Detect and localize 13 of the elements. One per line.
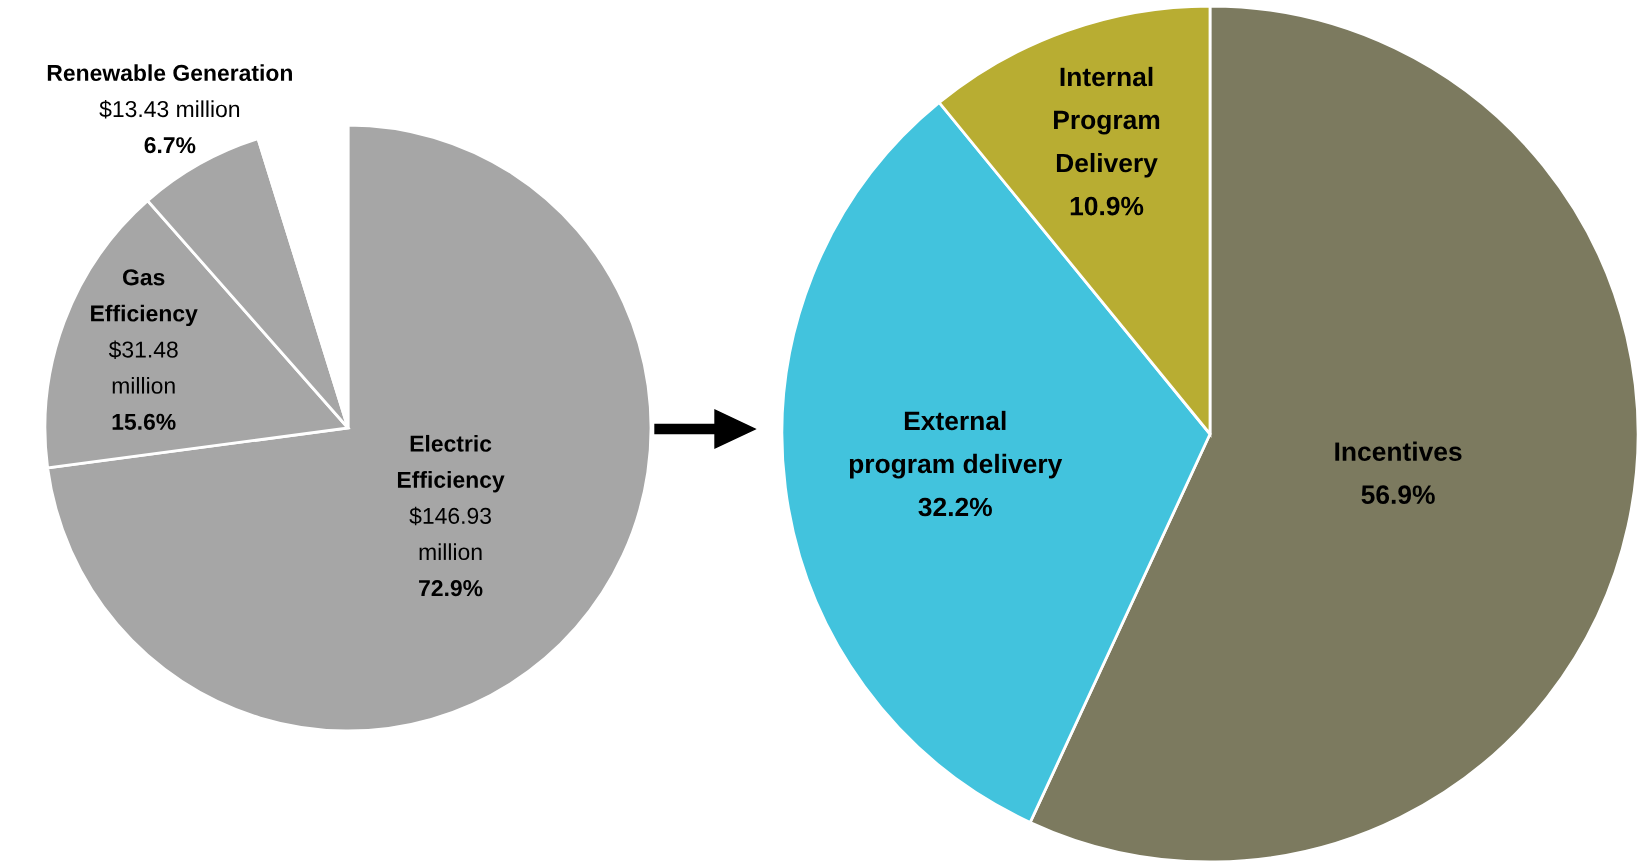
- slice-label: Incentives: [1335, 441, 1462, 461]
- data-label: $146.93 million 72.9%: [409, 506, 491, 597]
- data-label: $13.43 million 6.7%: [99, 100, 240, 154]
- data-label: $31.48 million 15.6%: [108, 340, 178, 430]
- pie-slice: [46, 123, 653, 733]
- slice-label: Renewable Generation: [47, 64, 292, 82]
- data-label: 10.9%: [1070, 196, 1144, 216]
- slice-label: Gas Efficiency: [91, 269, 198, 327]
- slice-label: External program delivery: [849, 410, 1063, 479]
- slice-label: Electric Efficiency: [397, 434, 505, 493]
- data-label: 56.9%: [1361, 485, 1435, 505]
- slice-label: Internal Program Delivery: [1054, 66, 1160, 178]
- data-label: 32.2%: [918, 497, 992, 517]
